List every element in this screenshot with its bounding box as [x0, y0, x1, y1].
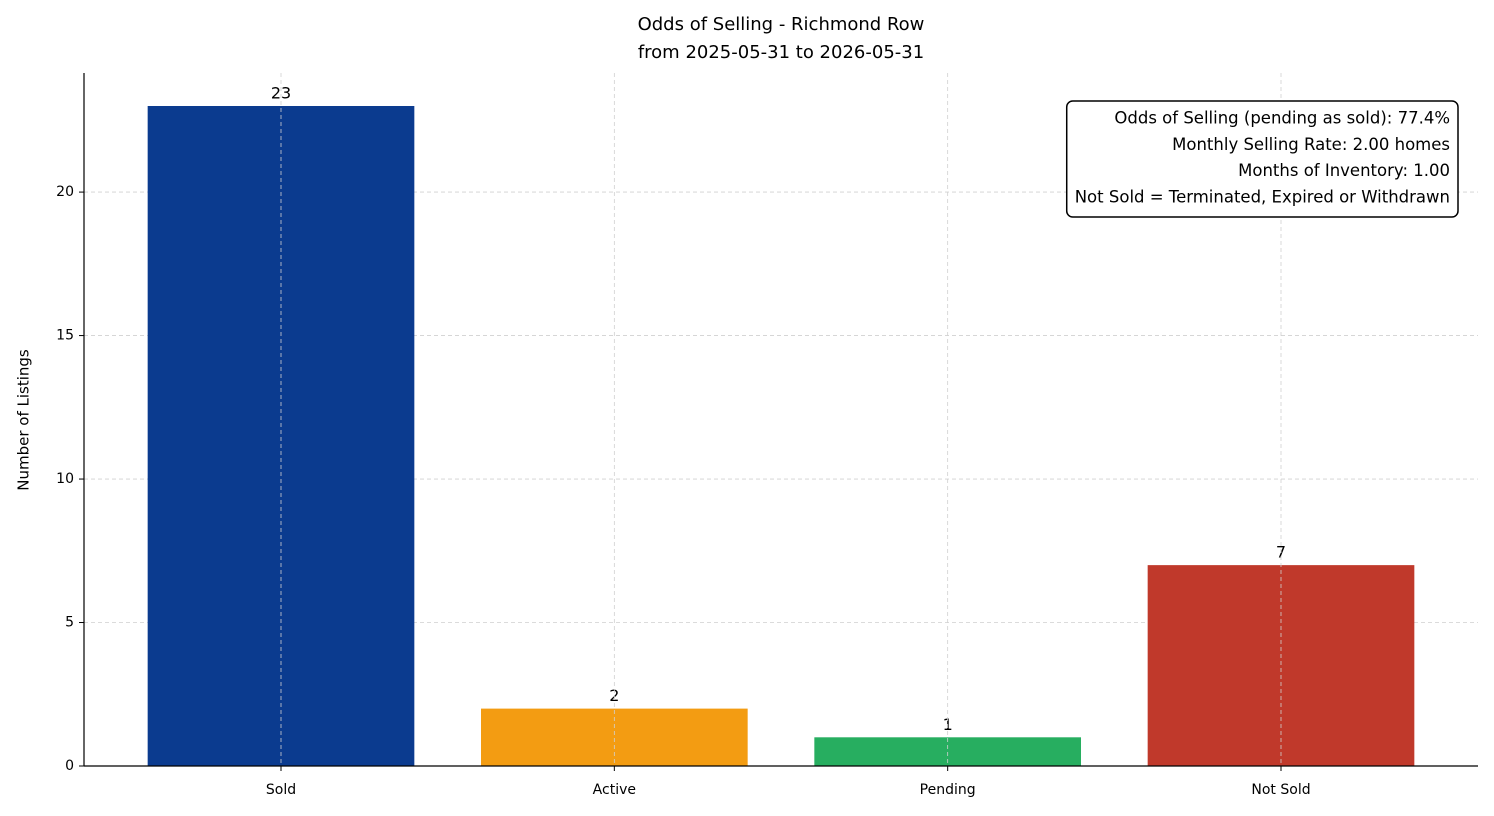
x-tick-label: Active: [593, 782, 636, 798]
annotation: Odds of Selling (pending as sold): 77.4%…: [1065, 100, 1459, 218]
y-axis-label: Number of Listings: [15, 349, 33, 491]
chart-title: Odds of Selling - Richmond Row: [638, 14, 925, 35]
bar: [147, 106, 415, 766]
annotation-line: Monthly Selling Rate: 2.00 homes: [1172, 135, 1450, 154]
chart-subtitle: from 2025-05-31 to 2026-05-31: [638, 42, 924, 63]
x-tick-label: Pending: [920, 782, 976, 798]
bar: [1147, 565, 1415, 766]
y-tick-label: 5: [65, 615, 74, 631]
data-label: 23: [271, 84, 291, 103]
annotation-line: Not Sold = Terminated, Expired or Withdr…: [1075, 187, 1450, 206]
annotation-line: Odds of Selling (pending as sold): 77.4%: [1114, 109, 1450, 128]
y-tick-label: 10: [56, 471, 74, 487]
data-label: 2: [609, 686, 619, 705]
x-tick-label: Sold: [266, 782, 296, 798]
y-tick-label: 20: [56, 184, 74, 200]
y-tick-label: 15: [56, 328, 74, 344]
annotation-line: Months of Inventory: 1.00: [1238, 161, 1450, 180]
x-tick-label: Not Sold: [1251, 782, 1310, 798]
annotation-box: [1065, 100, 1459, 218]
y-tick-label: 0: [65, 758, 74, 774]
